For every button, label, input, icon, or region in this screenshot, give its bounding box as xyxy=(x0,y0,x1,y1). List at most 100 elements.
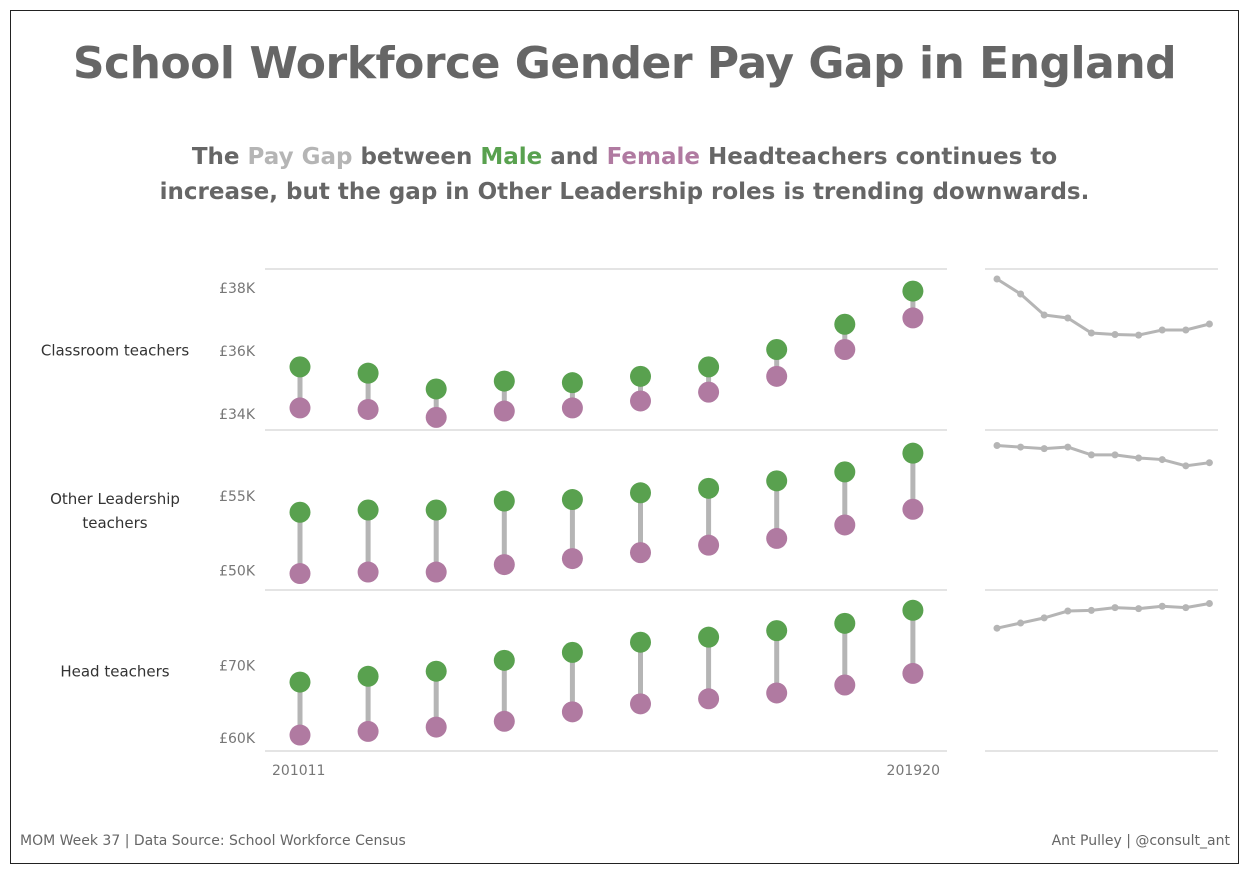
gap-trend-point xyxy=(1111,604,1119,612)
male-dot xyxy=(289,501,311,523)
male-dot xyxy=(766,620,788,642)
gap-trend-point xyxy=(1087,606,1095,614)
gap-trend-point xyxy=(993,442,1001,449)
female-dot xyxy=(289,563,311,585)
male-dot xyxy=(834,461,856,483)
female-dot xyxy=(630,693,651,715)
male-dot xyxy=(425,378,447,400)
female-dot xyxy=(425,716,447,738)
female-dot xyxy=(834,514,856,536)
gap-trend-point xyxy=(1135,605,1143,613)
footer-author: Ant Pulley | @consult_ant xyxy=(1051,833,1230,849)
subtitle-segment: The xyxy=(191,144,248,170)
gap-trend-point xyxy=(1064,314,1072,322)
subtitle-segment: Female xyxy=(606,144,700,170)
female-dot xyxy=(766,365,788,387)
gap-trend-point xyxy=(1158,602,1166,610)
female-dot xyxy=(289,724,311,746)
gap-trend-point xyxy=(1087,329,1095,337)
male-dot xyxy=(902,280,924,302)
subtitle-segment: Pay Gap xyxy=(247,144,353,170)
male-dot xyxy=(698,626,720,648)
subtitle-segment: Male xyxy=(480,144,543,170)
male-dot xyxy=(902,599,924,621)
gap-trend-point xyxy=(1040,614,1048,622)
female-dot xyxy=(357,398,379,420)
y-tick-label: £55K xyxy=(219,489,256,505)
female-dot xyxy=(289,397,311,419)
male-dot xyxy=(698,356,720,378)
gap-trend-point xyxy=(1182,462,1190,470)
gap-trend-point xyxy=(1205,599,1213,607)
gap-trend-point xyxy=(1158,456,1166,464)
male-dot xyxy=(698,477,720,499)
gap-trend-point xyxy=(1135,454,1143,462)
gap-trend-point xyxy=(1158,326,1166,334)
female-dot xyxy=(357,720,379,742)
subtitle-line-1: The Pay Gap between Male and Female Head… xyxy=(0,140,1249,175)
y-tick-label: £60K xyxy=(219,731,256,747)
female-dot xyxy=(561,548,583,570)
footer-source: MOM Week 37 | Data Source: School Workfo… xyxy=(20,833,406,849)
y-tick-label: £36K xyxy=(219,344,256,360)
subtitle-line-2: increase, but the gap in Other Leadershi… xyxy=(159,179,1090,205)
chart-subtitle: The Pay Gap between Male and Female Head… xyxy=(0,140,1249,210)
male-dot xyxy=(289,356,311,378)
female-dot xyxy=(766,527,788,549)
female-dot xyxy=(834,339,856,360)
female-dot xyxy=(698,688,720,710)
male-dot xyxy=(289,671,311,693)
y-tick-label: £70K xyxy=(219,658,256,674)
row-label: Head teachers xyxy=(60,663,169,681)
gap-trend-line xyxy=(996,277,1210,337)
chart-frame xyxy=(10,10,1239,864)
male-dot xyxy=(357,499,379,521)
gap-trend-point xyxy=(1064,443,1072,451)
male-dot xyxy=(493,490,515,512)
male-dot xyxy=(902,442,924,464)
female-dot xyxy=(493,554,515,576)
male-dot xyxy=(834,612,856,634)
y-tick-label: £50K xyxy=(219,564,256,580)
gap-trend-point xyxy=(1182,326,1190,334)
row-label: Other Leadership xyxy=(50,490,180,508)
y-tick-label: £38K xyxy=(219,281,256,297)
y-tick-label: £34K xyxy=(219,407,256,423)
x-tick-label: 201011 xyxy=(272,763,325,779)
male-dot xyxy=(630,365,651,387)
female-dot xyxy=(630,390,651,412)
subtitle-segment: between xyxy=(352,144,481,170)
gap-trend-point xyxy=(1040,445,1048,453)
subtitle-segment: Headteachers continues to xyxy=(700,144,1058,170)
gap-trend-point xyxy=(1017,290,1025,298)
female-dot xyxy=(902,498,924,520)
male-dot xyxy=(425,499,447,521)
gap-trend-point xyxy=(1064,607,1072,615)
male-dot xyxy=(766,470,788,492)
female-dot xyxy=(834,674,856,696)
male-dot xyxy=(357,665,379,687)
female-dot xyxy=(561,701,583,723)
chart-title: School Workforce Gender Pay Gap in Engla… xyxy=(72,38,1177,89)
gap-trend-line xyxy=(996,602,1210,630)
male-dot xyxy=(766,339,788,360)
gap-trend-point xyxy=(1135,331,1143,339)
subtitle-segment: and xyxy=(542,144,607,170)
male-dot xyxy=(834,313,856,335)
female-dot xyxy=(902,662,924,684)
gap-trend-point xyxy=(1017,443,1025,451)
gap-trend-point xyxy=(993,275,1001,283)
female-dot xyxy=(630,542,651,564)
gap-trend-point xyxy=(993,624,1001,632)
gap-trend-line xyxy=(996,444,1210,468)
female-dot xyxy=(425,406,447,428)
male-dot xyxy=(630,631,651,653)
gap-trend-point xyxy=(1017,619,1025,627)
female-dot xyxy=(698,534,720,556)
male-dot xyxy=(561,489,583,511)
male-dot xyxy=(357,362,379,384)
row-label: teachers xyxy=(82,514,147,532)
male-dot xyxy=(561,372,583,394)
male-dot xyxy=(561,641,583,663)
female-dot xyxy=(493,710,515,732)
